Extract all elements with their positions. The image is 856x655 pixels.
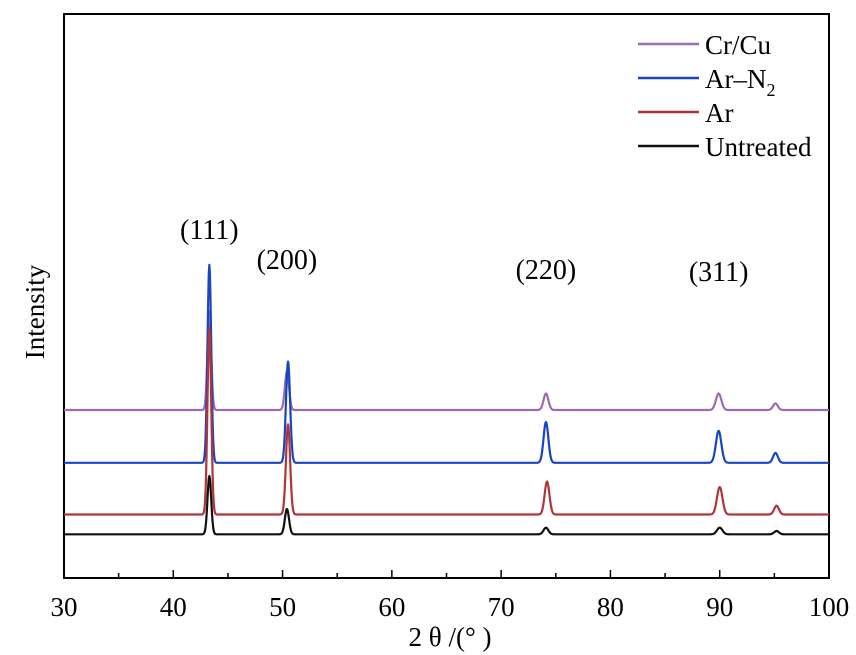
x-tick-label: 30 [51, 592, 78, 622]
peak-label: (200) [257, 245, 318, 276]
x-tick-label: 50 [269, 592, 296, 622]
y-axis-title: Intensity [20, 264, 50, 359]
peak-labels: (111) (200) (220) (311) [180, 215, 748, 288]
peak-label: (111) [180, 215, 239, 246]
series-line [63, 326, 830, 516]
x-axis-title: 2 θ /(° ) [409, 622, 492, 652]
x-tick-label: 90 [706, 592, 733, 622]
x-tick-label: 40 [160, 592, 187, 622]
x-axis-ticks: 30 40 50 60 70 80 90 100 [51, 570, 850, 622]
legend-label: Untreated [705, 132, 812, 162]
x-tick-label: 70 [488, 592, 515, 622]
legend-label: Cr/Cu [705, 30, 772, 60]
series-line [63, 309, 830, 412]
x-tick-label: 80 [597, 592, 624, 622]
series-layer [63, 263, 830, 536]
series-line [63, 474, 830, 536]
legend-label: Ar–N2 [705, 64, 776, 100]
x-tick-label: 60 [378, 592, 405, 622]
series-line [63, 263, 830, 464]
x-tick-label: 100 [809, 592, 850, 622]
peak-label: (220) [516, 255, 577, 286]
legend-label: Ar [705, 98, 734, 128]
peak-label: (311) [689, 257, 749, 288]
